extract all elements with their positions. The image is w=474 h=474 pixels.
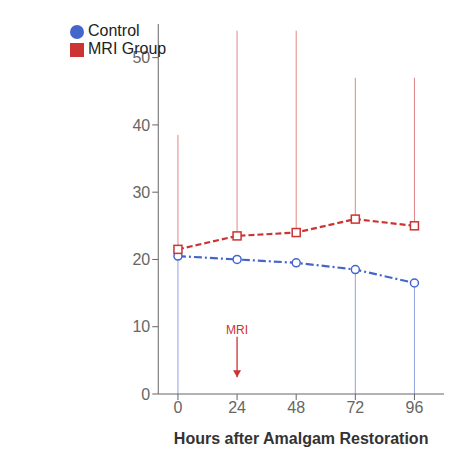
svg-text:10: 10	[132, 318, 150, 335]
svg-text:40: 40	[132, 117, 150, 134]
svg-text:50: 50	[132, 49, 150, 66]
svg-text:72: 72	[346, 399, 364, 416]
svg-text:48: 48	[287, 399, 305, 416]
svg-text:20: 20	[132, 251, 150, 268]
svg-text:24: 24	[228, 399, 246, 416]
svg-text:Hours after Amalgam Restoratio: Hours after Amalgam Restoration	[174, 430, 429, 447]
svg-text:MRI: MRI	[226, 323, 248, 337]
svg-text:0: 0	[141, 386, 150, 403]
svg-text:0: 0	[174, 399, 183, 416]
svg-text:96: 96	[406, 399, 424, 416]
svg-text:30: 30	[132, 184, 150, 201]
